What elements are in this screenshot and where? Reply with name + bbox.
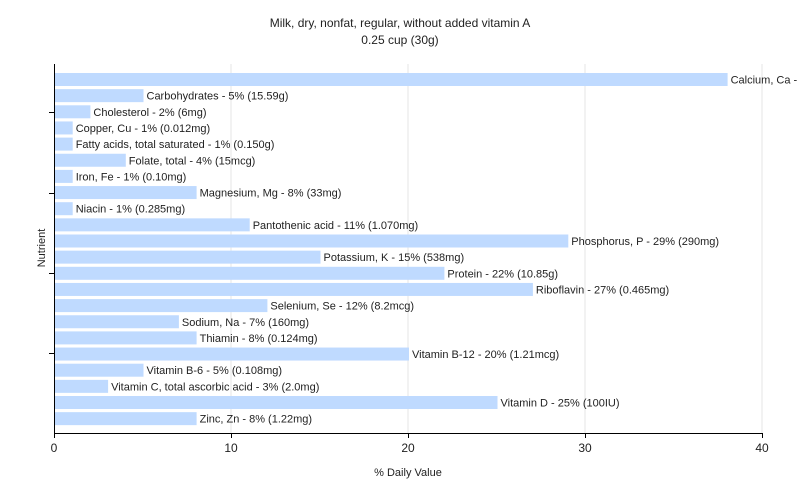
bar-label-2: Cholesterol - 2% (6mg) [93,107,206,119]
bar-8 [55,202,73,216]
bar-2 [55,105,91,119]
bar-label-9: Pantothenic acid - 11% (1.070mg) [253,220,419,232]
bar-label-7: Magnesium, Mg - 8% (33mg) [200,188,342,200]
bar-9 [55,218,250,232]
x-tick-label-40: 40 [755,441,769,455]
x-tick-label-0: 0 [51,441,58,455]
bar-15 [55,315,179,329]
bar-1 [55,89,144,103]
bar-11 [55,250,321,264]
bar-label-8: Niacin - 1% (0.285mg) [76,204,185,216]
bar-3 [55,121,73,135]
bar-label-10: Phosphorus, P - 29% (290mg) [571,236,719,248]
bar-label-14: Selenium, Se - 12% (8.2mcg) [270,301,414,313]
bar-label-16: Thiamin - 8% (0.124mg) [200,333,318,345]
x-axis-title: % Daily Value [374,467,442,479]
bar-20 [55,396,498,409]
bar-label-3: Copper, Cu - 1% (0.012mg) [76,123,211,135]
bar-labels: Calcium, Ca - 38% (377mg) Carbohydrates -… [76,75,800,426]
bar-17 [55,347,409,361]
bar-4 [55,137,73,151]
bar-label-15: Sodium, Na - 7% (160mg) [182,317,309,329]
bar-label-12: Protein - 22% (10.85g) [447,268,558,280]
bar-16 [55,331,197,345]
bar-10 [55,234,569,248]
bar-14 [55,299,268,313]
bar-label-17: Vitamin B-12 - 20% (1.21mcg) [412,349,559,361]
bar-18 [55,363,144,377]
bar-label-5: Folate, total - 4% (15mcg) [129,155,256,167]
x-tick-label-20: 20 [401,441,415,455]
bar-7 [55,186,197,200]
bar-5 [55,153,126,167]
y-axis-title: Nutrient [36,229,48,268]
bar-label-20: Vitamin D - 25% (100IU) [501,398,620,410]
bar-label-13: Riboflavin - 27% (0.465mg) [536,284,669,296]
bar-6 [55,169,73,183]
bar-label-18: Vitamin B-6 - 5% (0.108mg) [147,365,283,377]
bar-label-19: Vitamin C, total ascorbic acid - 3% (2.0… [111,381,319,393]
bar-19 [55,379,109,393]
bar-label-1: Carbohydrates - 5% (15.59g) [147,91,289,103]
bar-13 [55,282,533,296]
chart-subtitle: 0.25 cup (30g) [361,33,438,47]
bar-label-4: Fatty acids, total saturated - 1% (0.150… [76,139,275,151]
bar-label-6: Iron, Fe - 1% (0.10mg) [76,171,187,183]
bar-label-0: Calcium, Ca - 38% (377mg) [731,75,800,87]
bar-0 [55,73,728,86]
gridlines [230,64,763,433]
bar-label-21: Zinc, Zn - 8% (1.22mg) [200,414,312,426]
bar-21 [55,412,197,426]
bar-label-11: Potassium, K - 15% (538mg) [324,252,465,264]
x-tick-label-10: 10 [224,441,238,455]
axes: 0 10 20 30 40 [49,64,769,455]
x-tick-label-30: 30 [578,441,592,455]
bars [55,73,728,426]
bar-12 [55,266,445,280]
chart-title: Milk, dry, nonfat, regular, without adde… [270,16,531,30]
